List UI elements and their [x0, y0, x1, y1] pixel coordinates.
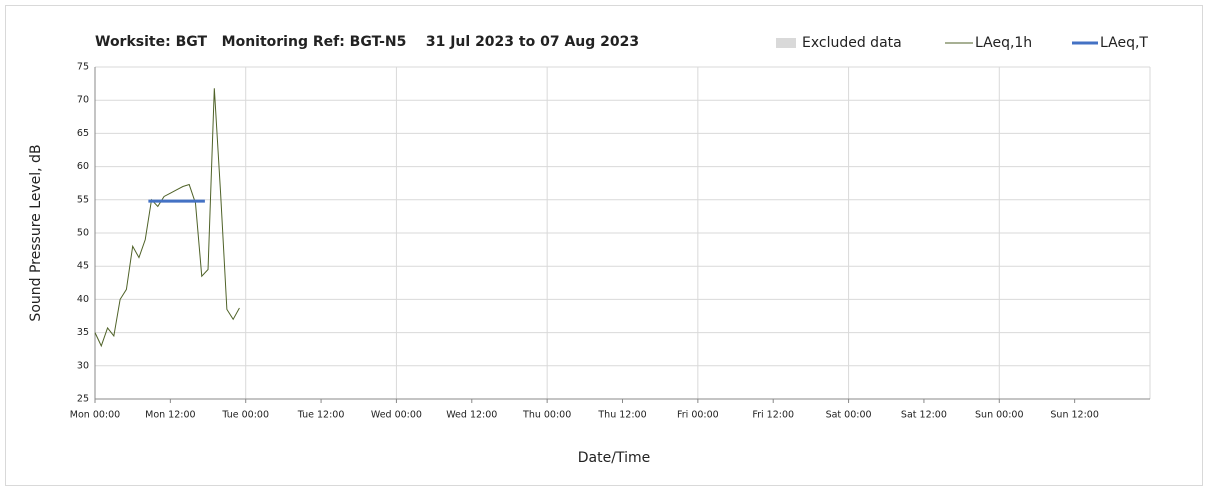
- y-tick-label: 65: [77, 128, 89, 139]
- x-tick-label: Fri 12:00: [752, 410, 794, 421]
- x-tick-label: Fri 00:00: [677, 410, 719, 421]
- legend-label: LAeq,T: [1100, 35, 1148, 51]
- y-axis-label: Sound Pressure Level, dB: [28, 144, 44, 321]
- x-tick-label: Mon 00:00: [70, 410, 120, 421]
- x-tick-label: Wed 00:00: [371, 410, 422, 421]
- y-tick-label: 30: [77, 360, 89, 371]
- y-tick-label: 40: [77, 294, 89, 305]
- y-tick-label: 55: [77, 194, 89, 205]
- x-tick-label: Thu 12:00: [597, 410, 646, 421]
- y-tick-label: 35: [77, 327, 89, 338]
- y-tick-label: 45: [77, 261, 89, 272]
- x-tick-label: Mon 12:00: [145, 410, 195, 421]
- x-tick-label: Tue 12:00: [297, 410, 345, 421]
- chart-title: Worksite: BGT Monitoring Ref: BGT-N5 31 …: [95, 34, 639, 50]
- x-tick-label: Thu 00:00: [522, 410, 571, 421]
- x-tick-label: Sun 12:00: [1050, 410, 1098, 421]
- x-tick-label: Sat 12:00: [901, 410, 947, 421]
- legend-label: LAeq,1h: [975, 35, 1032, 51]
- y-tick-label: 50: [77, 228, 89, 239]
- legend-swatch: [776, 38, 796, 48]
- legend-label: Excluded data: [802, 35, 902, 51]
- y-tick-label: 75: [77, 62, 89, 73]
- x-tick-label: Sat 00:00: [826, 410, 872, 421]
- x-axis-label: Date/Time: [578, 450, 650, 466]
- x-tick-label: Wed 12:00: [446, 410, 497, 421]
- chart-frame: [5, 5, 1203, 486]
- series-line: [94, 88, 240, 348]
- y-tick-label: 70: [77, 95, 89, 106]
- y-tick-label: 25: [77, 394, 89, 405]
- x-tick-label: Tue 00:00: [221, 410, 269, 421]
- y-tick-label: 60: [77, 161, 89, 172]
- x-tick-label: Sun 00:00: [975, 410, 1023, 421]
